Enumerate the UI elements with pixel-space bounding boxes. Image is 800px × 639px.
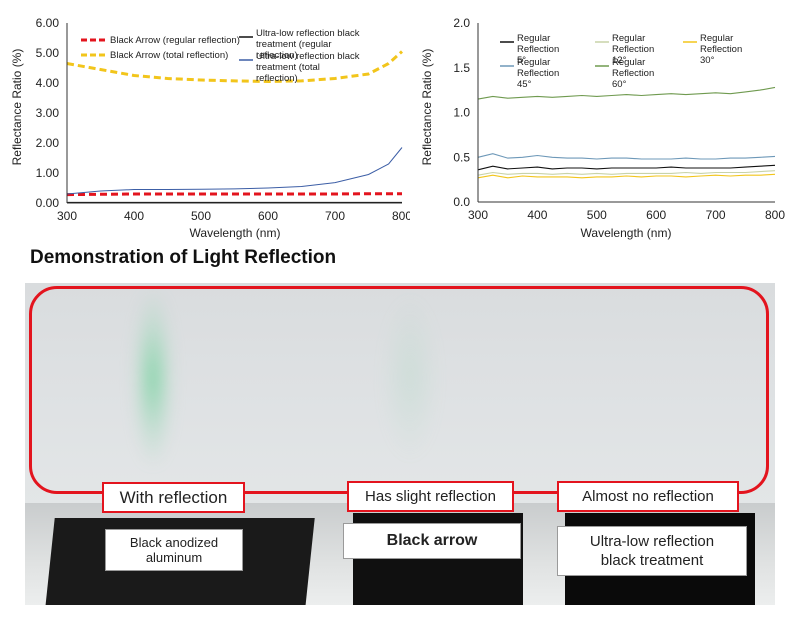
x-tick-label: 500 (587, 208, 607, 222)
legend-label-4: Regular Reflection 45° (517, 57, 559, 90)
y-tick-label: 1.00 (36, 166, 60, 180)
y-tick-label: 0.00 (36, 196, 60, 210)
chart-right-xlabel: Wavelength (nm) (581, 226, 672, 240)
y-tick-label: 4.00 (36, 76, 60, 90)
y-tick-label: 5.00 (36, 46, 60, 60)
label-with-reflection: With reflection (102, 482, 245, 513)
series-line-4 (66, 147, 403, 195)
chart-left-xlabel: Wavelength (nm) (190, 226, 281, 240)
chart-right-ylabel: Reflectance Ratio (%) (420, 49, 434, 166)
x-tick-label: 300 (57, 209, 77, 223)
label-no-reflection: Almost no reflection (557, 481, 739, 512)
x-tick-label: 300 (468, 208, 488, 222)
series-line-3 (477, 173, 776, 179)
y-tick-label: 3.00 (36, 106, 60, 120)
x-tick-label: 800 (392, 209, 410, 223)
reflection-frame (29, 286, 769, 494)
y-tick-label: 0.0 (453, 195, 470, 209)
y-tick-label: 2.00 (36, 136, 60, 150)
series-line-2 (477, 170, 776, 176)
y-tick-label: 1.0 (453, 106, 470, 120)
chart-left-axes: 300 400 500 600 700 800 0.00 1.00 2.00 3.00 4.00 5.… (36, 16, 410, 223)
series-line-5 (477, 86, 776, 100)
legend-label-1: Regular Reflection 5° (517, 33, 559, 66)
series-line-1 (66, 192, 402, 197)
chart-left: 300 400 500 600 700 800 0.00 1.00 2.00 3.00 4.00 5.… (10, 16, 410, 240)
chart-right: 300 400 500 600 700 800 0.0 0.5 1.0 1.5 2.0 Regula… (420, 16, 785, 240)
label-slight-reflection: Has slight reflection (347, 481, 514, 512)
chart-right-plot (477, 86, 776, 179)
chart-right-legend: Regular Reflection 5°Regular Reflection 12°R… (500, 33, 742, 90)
chart-left-legend: Black Arrow (regular reflection) Black Ar… (81, 28, 360, 84)
demo-photo: With reflection Has slight reflection Al… (25, 283, 775, 605)
x-tick-label: 400 (527, 208, 547, 222)
chart-left-ylabel: Reflectance Ratio (%) (10, 49, 24, 166)
demo-title: Demonstration of Light Reflection (30, 247, 337, 268)
chart-left-plot (66, 50, 404, 203)
label-anodized-aluminum: Black anodized aluminum (105, 529, 243, 571)
legend-label-3: Ultra-low reflection black treatment (reg… (256, 28, 360, 61)
chart-right-axes: 300 400 500 600 700 800 0.0 0.5 1.0 1.5 2.0 (453, 16, 785, 222)
y-tick-label: 6.00 (36, 16, 60, 30)
series-line-1 (477, 164, 776, 171)
y-tick-label: 2.0 (453, 16, 470, 30)
legend-label-4: Ultra-low reflection black treatment (tot… (256, 51, 360, 84)
faint-light-streak (380, 293, 440, 463)
x-tick-label: 500 (191, 209, 211, 223)
legend-label-5: Regular Reflection 60° (612, 57, 654, 90)
legend-label-2: Black Arrow (total reflection) (110, 50, 228, 61)
legend-label-1: Black Arrow (regular reflection) (110, 35, 240, 46)
x-tick-label: 600 (258, 209, 278, 223)
green-light-streak (133, 293, 173, 463)
label-ultra-low-treatment: Ultra-low reflection black treatment (557, 526, 747, 576)
series-line-4 (477, 153, 776, 160)
legend-label-2: Regular Reflection 12° (612, 33, 654, 66)
legend-label-3: Regular Reflection 30° (700, 33, 742, 66)
x-tick-label: 400 (124, 209, 144, 223)
x-tick-label: 800 (765, 208, 785, 222)
x-tick-label: 700 (325, 209, 345, 223)
y-tick-label: 0.5 (453, 150, 470, 164)
label-black-arrow: Black arrow (343, 523, 521, 559)
x-tick-label: 600 (646, 208, 666, 222)
x-tick-label: 700 (706, 208, 726, 222)
y-tick-label: 1.5 (453, 61, 470, 75)
